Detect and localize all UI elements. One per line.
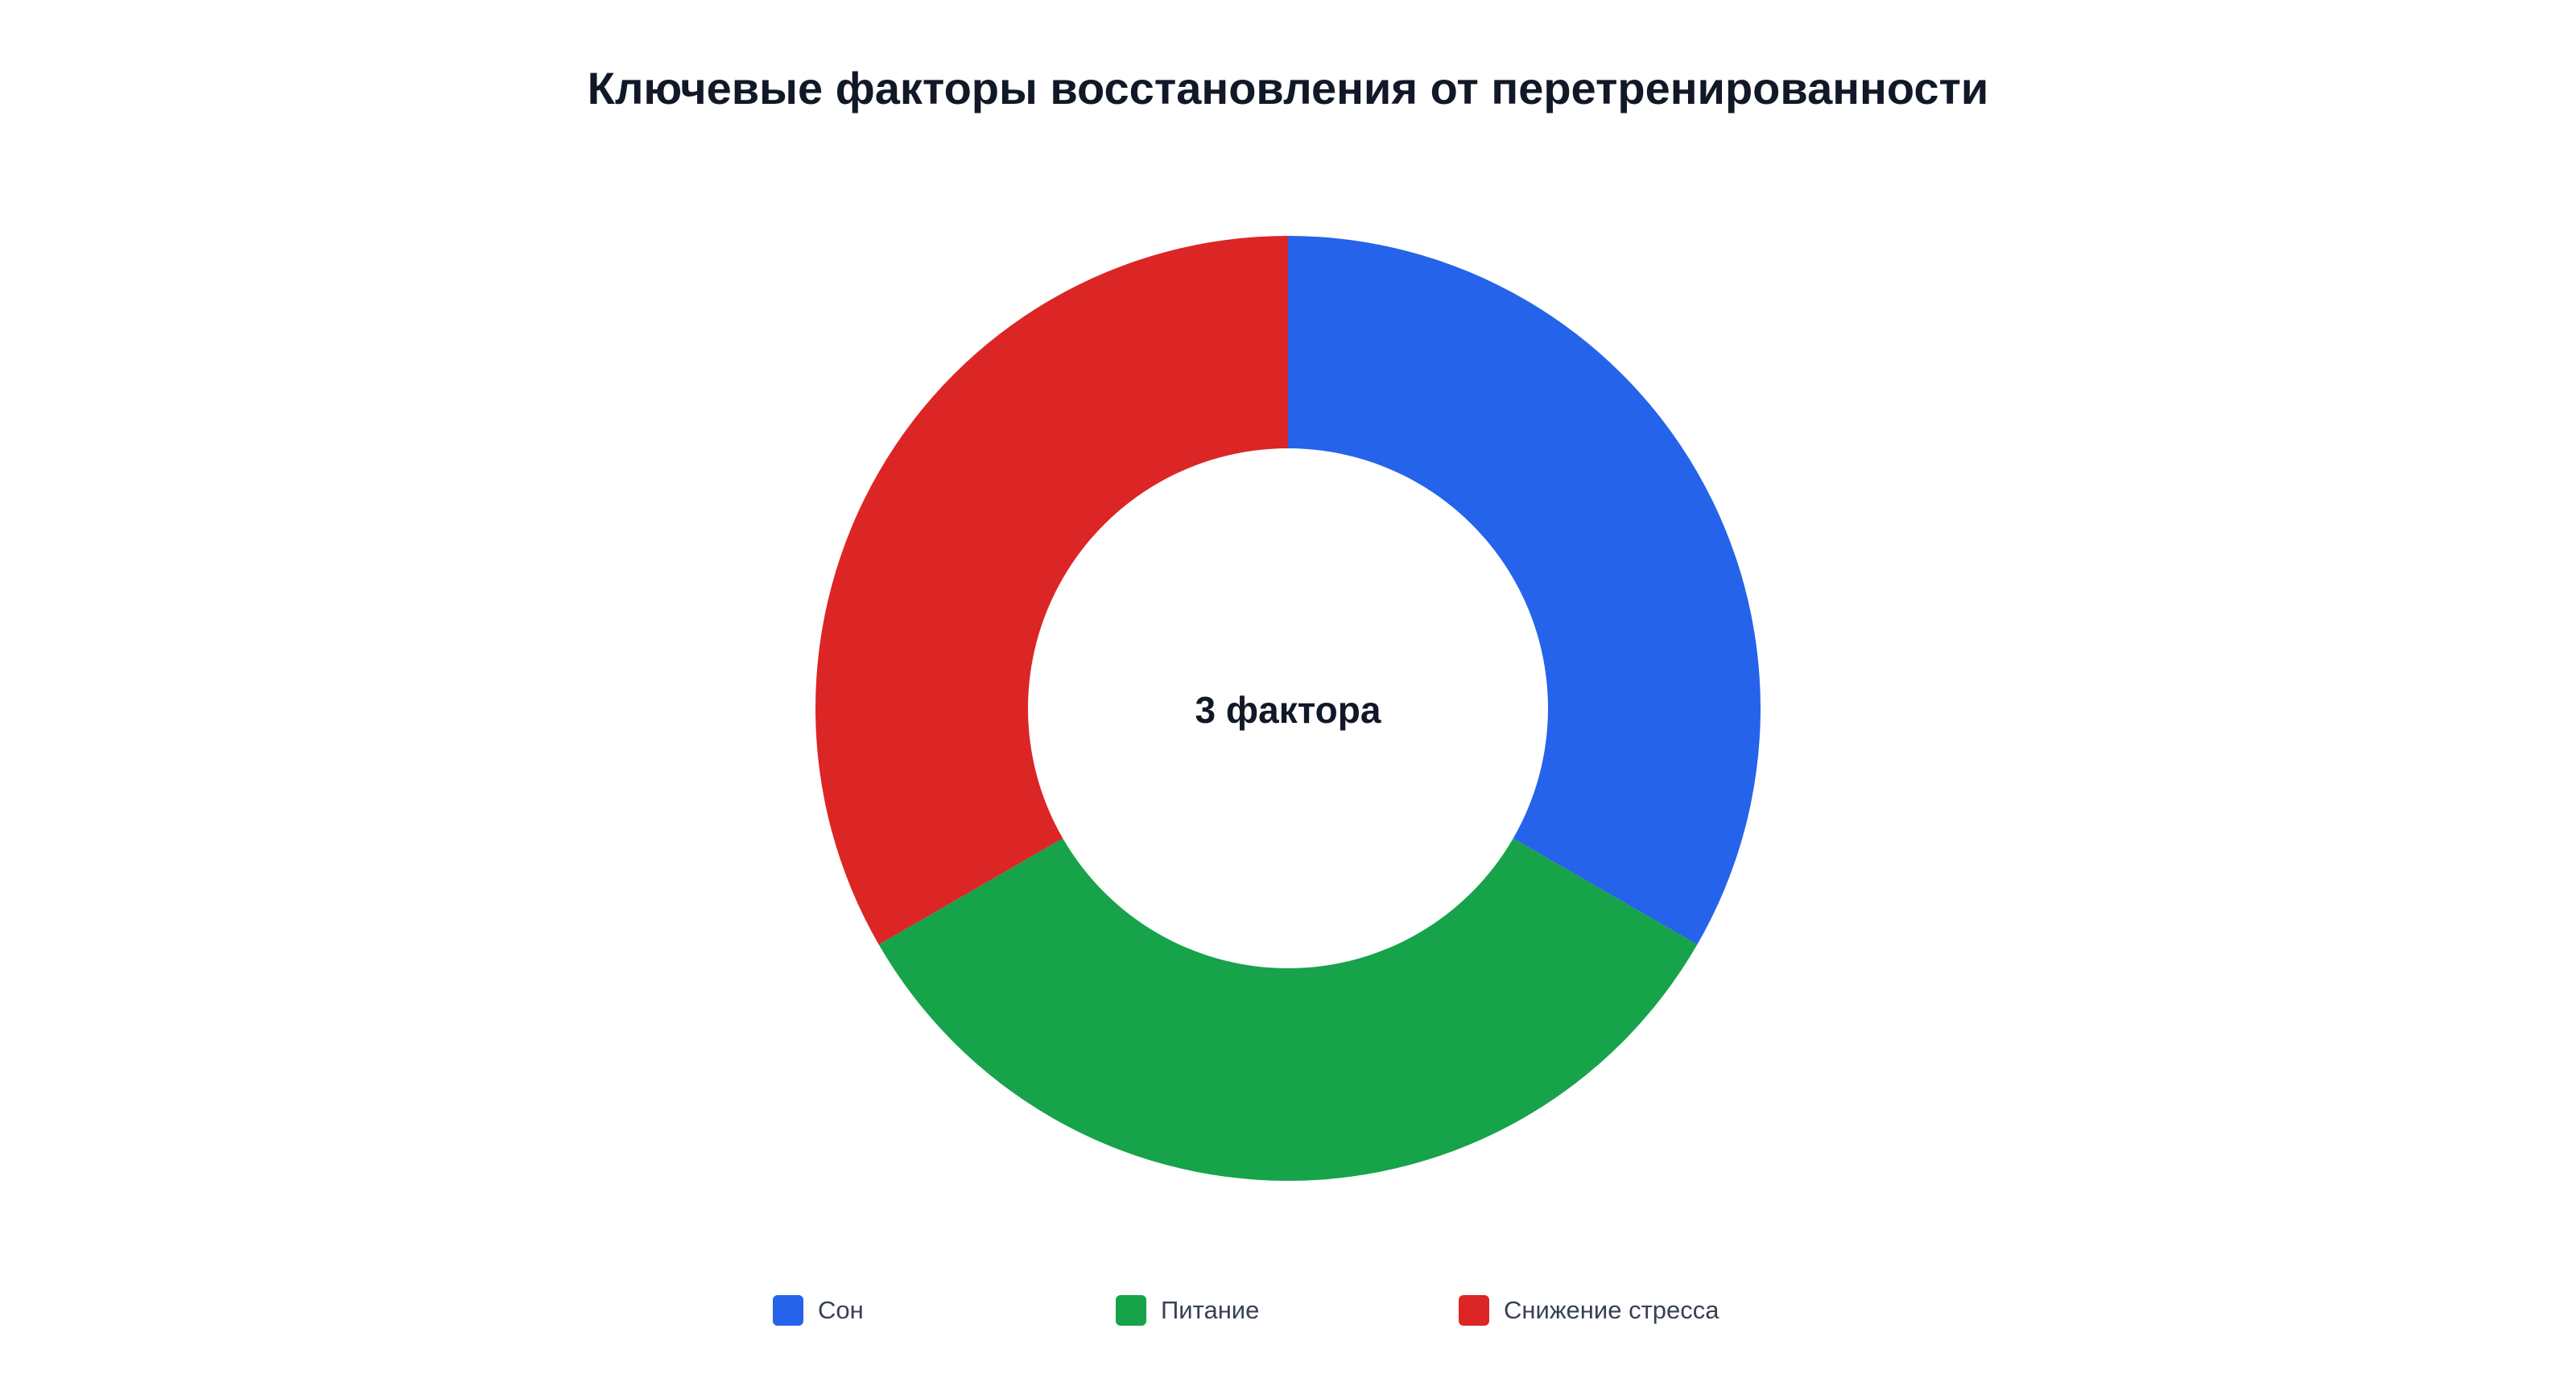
legend-swatch: [1459, 1295, 1489, 1326]
chart-legend: Сон Питание Снижение стресса: [0, 1286, 2576, 1335]
donut-slices: [815, 236, 1761, 1181]
donut-slice-2[interactable]: [878, 838, 1698, 1182]
donut-slice-3[interactable]: [815, 236, 1288, 945]
legend-swatch: [773, 1295, 803, 1326]
legend-item-3[interactable]: Снижение стресса: [1459, 1286, 1719, 1335]
legend-label: Питание: [1161, 1296, 1260, 1324]
legend-label: Сон: [818, 1296, 864, 1324]
donut-center-label: 3 фактора: [1195, 689, 1381, 731]
legend-item-2[interactable]: Питание: [1116, 1286, 1259, 1335]
donut-slice-1[interactable]: [1288, 236, 1761, 945]
chart-title: Ключевые факторы восстановления от перет…: [587, 63, 1989, 113]
legend-item-1[interactable]: Сон: [773, 1286, 864, 1335]
legend-swatch: [1116, 1295, 1146, 1326]
legend-label: Снижение стресса: [1504, 1296, 1719, 1324]
